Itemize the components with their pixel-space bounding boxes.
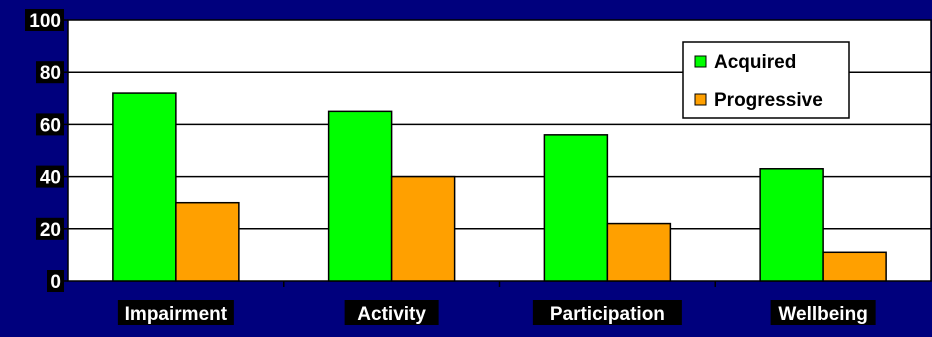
bar-progressive-impairment (175, 201, 240, 282)
legend-box (682, 41, 850, 119)
x-tick-label-bg (117, 300, 234, 325)
y-tick-label: 40 (40, 168, 61, 189)
legend-label-acquired: Acquired (714, 52, 796, 73)
y-tick-label: 80 (40, 63, 61, 84)
x-axis: Impairment Activity Participation Wellbeing (117, 281, 876, 325)
bar-acquired-activity (327, 110, 393, 282)
bar-acquired-impairment (112, 92, 177, 282)
y-tick-label: 0 (50, 272, 61, 293)
y-tick-label-bg (36, 61, 64, 84)
x-tick-label: Activity (357, 304, 426, 325)
y-tick-label-bg (25, 9, 64, 31)
bar-acquired-participation (543, 134, 609, 282)
x-tick-label: Wellbeing (778, 304, 867, 325)
bar-acquired-wellbeing (759, 168, 824, 282)
x-tick-label-bg (532, 300, 682, 325)
y-tick-label: 20 (40, 220, 61, 241)
legend: Acquired Progressive (682, 41, 850, 119)
x-tick-label: Participation (550, 304, 665, 325)
legend-label-progressive: Progressive (714, 90, 823, 111)
y-tick-label-bg (47, 270, 64, 292)
y-tick-label: 100 (29, 11, 61, 32)
bar-progressive-participation (606, 222, 672, 282)
bar-progressive-activity (390, 175, 456, 282)
x-tick-label-bg (344, 300, 439, 325)
x-tick-label: Impairment (125, 304, 228, 325)
y-tick-label-bg (36, 113, 64, 136)
y-tick-label-bg (36, 217, 64, 240)
x-tick-label-bg (770, 300, 876, 325)
y-tick-label: 60 (40, 115, 61, 136)
bars (112, 92, 887, 282)
y-axis: 0 20 40 60 80 100 (25, 9, 68, 293)
y-tick-label-bg (36, 165, 64, 188)
legend-swatch-progressive (694, 93, 707, 106)
legend-swatch-acquired (694, 55, 707, 68)
bar-progressive-wellbeing (822, 251, 887, 282)
